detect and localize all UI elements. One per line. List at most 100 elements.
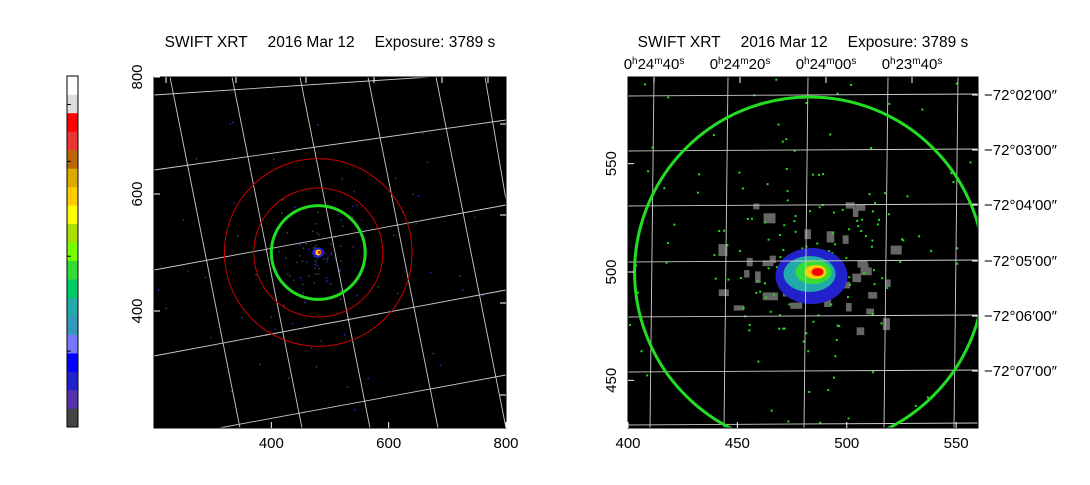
subtitle-part: 2016 Mar 12	[268, 34, 355, 51]
source-pixel	[982, 165, 984, 167]
source-pixel	[462, 288, 464, 291]
source-pixel	[614, 416, 616, 418]
grid-line	[231, 77, 303, 428]
source-pixel	[804, 229, 811, 240]
source-pixel	[317, 211, 319, 214]
source-pixel	[422, 132, 424, 135]
source-pixel	[755, 271, 761, 283]
source-pixel	[566, 260, 568, 262]
source-pixel	[1018, 115, 1020, 117]
source-pixel	[672, 456, 674, 458]
colorbar-segment	[67, 223, 78, 243]
source-pixel	[842, 235, 849, 244]
source-pixel	[330, 252, 332, 255]
source-pixel	[377, 285, 379, 288]
source-pixel	[870, 245, 873, 248]
source-pixel	[356, 294, 358, 297]
plot-frame	[627, 76, 979, 429]
source-pixel	[618, 122, 620, 124]
right-axis-label: −72°02′00″	[984, 87, 1058, 104]
source-pixel	[874, 201, 877, 204]
source-pixel	[846, 296, 849, 299]
source-pixel	[157, 288, 160, 291]
source-pixel	[229, 122, 232, 125]
subtitle-part: SWIFT XRT	[165, 34, 248, 51]
source-pixel	[713, 254, 716, 257]
x-tick-label: 450	[725, 435, 750, 452]
source-pixel	[834, 243, 837, 246]
source-pixel	[482, 294, 484, 297]
colorbar-segment	[67, 242, 78, 262]
source-pixel	[845, 256, 848, 259]
source-pixel	[718, 289, 729, 297]
source-pixel	[886, 286, 889, 289]
source-pixel	[805, 332, 808, 335]
source-pixel	[303, 301, 306, 304]
source-pixel	[952, 180, 955, 183]
source-pixel	[318, 234, 321, 236]
subtitle-part: Exposure: 3789 s	[375, 34, 496, 51]
source-pixel	[769, 292, 779, 301]
source-pixel	[665, 261, 668, 264]
source-pixel	[474, 216, 476, 219]
source-pixel	[339, 245, 342, 247]
source-pixel	[289, 275, 291, 277]
grid-line	[216, 374, 506, 428]
source-pixel	[809, 210, 812, 213]
source-pixel	[845, 202, 855, 209]
source-pixel	[766, 183, 769, 186]
source-pixel	[367, 377, 369, 380]
source-pixel	[841, 208, 844, 211]
source-pixel	[535, 253, 537, 255]
source-pixel	[186, 270, 189, 273]
source-pixel	[712, 134, 715, 137]
right-axis-label: −72°07′00″	[984, 363, 1058, 380]
source-pixel	[283, 304, 285, 307]
colorbar-segment	[67, 334, 78, 354]
source-pixel	[666, 241, 669, 244]
source-pixel	[845, 303, 852, 312]
source-pixel	[394, 177, 397, 180]
source-pixel	[852, 206, 859, 218]
source-pixel	[742, 307, 745, 310]
grid-line	[154, 77, 431, 96]
source-pixel	[765, 296, 768, 299]
source-pixel	[307, 275, 310, 277]
colorbar-segment	[67, 76, 78, 95]
source-pixel	[340, 219, 343, 221]
source-pixel	[774, 430, 776, 432]
source-pixel	[901, 238, 904, 241]
source-pixel	[316, 232, 319, 234]
right-axis-label: −72°05′00″	[984, 253, 1058, 270]
image-content	[154, 77, 506, 428]
source-pixel	[327, 256, 329, 259]
source-pixel	[746, 257, 753, 267]
source-pixel	[636, 291, 639, 294]
y-tick-label: 400	[129, 298, 146, 323]
source-pixel	[864, 235, 867, 238]
source-pixel	[195, 158, 198, 160]
source-pixel	[315, 244, 317, 247]
source-pixel	[302, 292, 304, 295]
source-pixel	[759, 290, 762, 293]
grid-line	[169, 77, 241, 428]
y-tick-label: 600	[129, 181, 146, 206]
subtitle-part: 2016 Mar 12	[741, 34, 828, 51]
colorbar-segment	[67, 260, 78, 280]
source-pixel	[902, 239, 905, 242]
source-pixel	[640, 350, 643, 353]
source-pixel	[340, 289, 342, 292]
source-pixel	[785, 168, 788, 171]
source-pixel	[619, 220, 621, 222]
source-pixel	[288, 377, 290, 379]
source-pixel	[763, 213, 776, 224]
source-pixel	[329, 282, 332, 285]
source-pixel	[313, 282, 315, 284]
colorbar-segment	[67, 408, 78, 428]
source-pixel	[881, 277, 884, 280]
source-pixel	[330, 253, 333, 256]
source-pixel	[757, 360, 760, 363]
source-pixel	[621, 231, 623, 233]
subtitle-part: Exposure: 3789 s	[848, 34, 969, 51]
